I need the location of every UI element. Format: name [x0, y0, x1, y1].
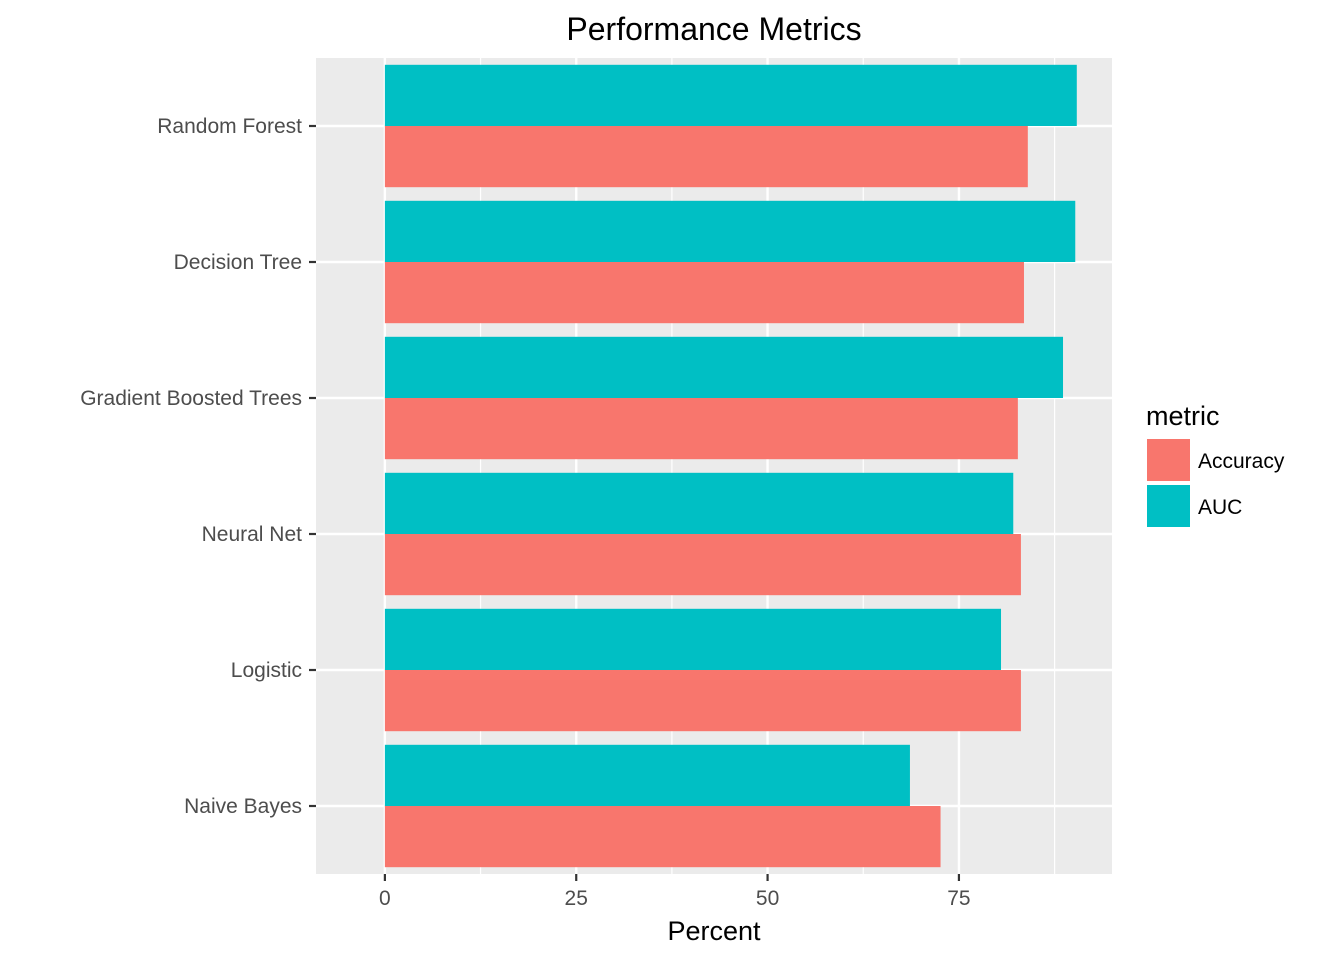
legend-title: metric [1146, 401, 1220, 431]
x-tick-label: 25 [565, 887, 588, 910]
y-tick-label: Logistic [231, 659, 302, 682]
bars [384, 64, 1077, 868]
y-tick-label: Naive Bayes [184, 795, 302, 818]
legend-label-auc: AUC [1198, 496, 1242, 519]
x-tick-label: 0 [379, 887, 391, 910]
legend-key-auc [1147, 485, 1190, 527]
y-tick-label: Decision Tree [174, 251, 302, 274]
legend-key-accuracy [1147, 439, 1190, 481]
bar-auc-logistic [384, 608, 1002, 670]
bar-auc-neural-net [384, 472, 1014, 534]
legend-label-accuracy: Accuracy [1198, 450, 1285, 473]
x-axis-title: Percent [667, 916, 761, 946]
bar-accuracy-logistic [384, 670, 1021, 732]
legend: metric Accuracy AUC [1146, 401, 1285, 527]
bar-auc-gradient-boosted-trees [384, 336, 1064, 398]
grid-minor [479, 58, 1056, 874]
bar-accuracy-decision-tree [384, 262, 1024, 324]
chart-title: Performance Metrics [566, 11, 861, 47]
bar-accuracy-gradient-boosted-trees [384, 398, 1018, 460]
y-tick-label: Random Forest [157, 115, 302, 138]
x-tick-label: 50 [756, 887, 779, 910]
bar-accuracy-random-forest [384, 126, 1028, 188]
y-tick-label: Gradient Boosted Trees [80, 387, 302, 410]
y-axis: Naive Bayes Logistic Neural Net Gradient Bo… [80, 115, 316, 818]
bar-accuracy-neural-net [384, 534, 1021, 596]
plot-panel [316, 58, 1112, 874]
x-axis: 0 25 50 75 [379, 874, 971, 910]
bar-auc-random-forest [384, 64, 1077, 126]
bar-auc-decision-tree [384, 200, 1076, 262]
x-tick-label: 75 [947, 887, 970, 910]
y-tick-label: Neural Net [202, 523, 303, 546]
bar-auc-naive-bayes [384, 744, 910, 806]
bar-accuracy-naive-bayes [384, 806, 941, 868]
